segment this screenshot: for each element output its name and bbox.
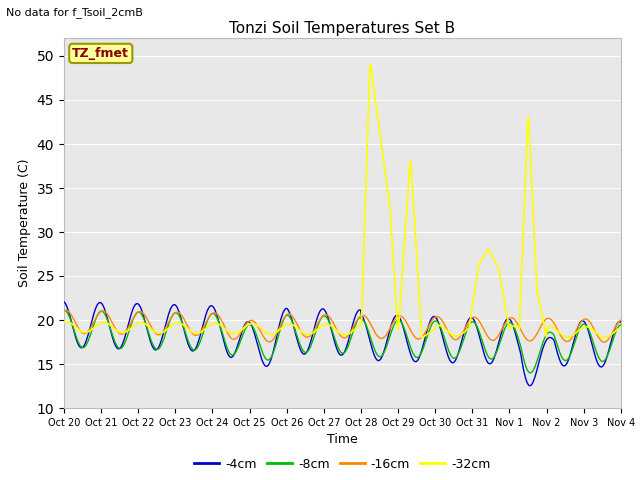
Title: Tonzi Soil Temperatures Set B: Tonzi Soil Temperatures Set B [229, 21, 456, 36]
X-axis label: Time: Time [327, 433, 358, 446]
Legend: -4cm, -8cm, -16cm, -32cm: -4cm, -8cm, -16cm, -32cm [189, 453, 496, 476]
Text: TZ_fmet: TZ_fmet [72, 47, 129, 60]
Y-axis label: Soil Temperature (C): Soil Temperature (C) [18, 159, 31, 288]
Text: No data for f_Tsoil_2cmB: No data for f_Tsoil_2cmB [6, 7, 143, 18]
